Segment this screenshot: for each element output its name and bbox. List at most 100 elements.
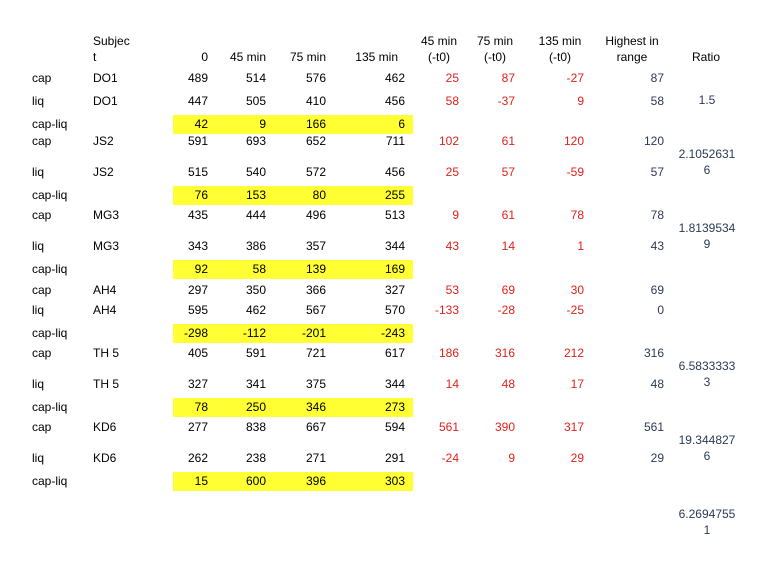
highlight-band (173, 472, 413, 491)
ratio-value: 6.2694755 1 (678, 507, 736, 537)
header-t135: 135 min (355, 50, 398, 64)
cell-label: cap-liq (32, 400, 68, 414)
cell-v0: 591 (187, 134, 208, 148)
cell-v75: 346 (305, 400, 326, 414)
cell-d45: 9 (452, 208, 459, 222)
cell-v75: 166 (305, 117, 326, 131)
cell-label: liq (32, 239, 45, 253)
ratio-value: 6.5833333 3 (678, 359, 736, 389)
cell-subject: DO1 (93, 94, 118, 108)
cell-v135: 291 (384, 451, 405, 465)
cell-d45: -24 (441, 451, 459, 465)
ratio-value: 1.5 (698, 93, 716, 107)
cell-label: cap (32, 420, 52, 434)
cell-v0: 435 (187, 208, 208, 222)
cell-d45: -133 (434, 303, 459, 317)
header-t0: 0 (201, 50, 208, 64)
cell-highest: 58 (650, 94, 664, 108)
cell-d45: 53 (445, 283, 459, 297)
cell-d135: -25 (566, 303, 584, 317)
cell-label: cap-liq (32, 188, 68, 202)
cell-d45: 25 (445, 71, 459, 85)
cell-v0: -298 (183, 326, 208, 340)
cell-d75: 69 (501, 283, 515, 297)
cell-v0: 595 (187, 303, 208, 317)
cell-subject: TH 5 (93, 377, 120, 391)
cell-d135: 17 (570, 377, 584, 391)
cell-v45: -112 (242, 326, 266, 340)
cell-v135: 711 (385, 134, 405, 148)
cell-d75: 87 (501, 71, 515, 85)
cell-label: cap (32, 283, 52, 297)
cell-d135: 78 (570, 208, 584, 222)
cell-d135: 1 (577, 239, 584, 253)
cell-label: liq (32, 451, 45, 465)
cell-v75: 139 (305, 262, 326, 276)
cell-subject: AH4 (93, 303, 117, 317)
cell-d135: 317 (563, 420, 584, 434)
header-subject: Subjec t (93, 34, 130, 64)
cell-v0: 515 (187, 165, 208, 179)
cell-subject: JS2 (93, 165, 114, 179)
header-t75: 75 min (289, 50, 326, 64)
cell-d135: 120 (563, 134, 584, 148)
cell-v45: 9 (259, 117, 266, 131)
cell-v0: 42 (194, 117, 208, 131)
cell-v0: 78 (194, 400, 208, 414)
cell-v135: 617 (384, 346, 405, 360)
cell-v135: 456 (384, 165, 405, 179)
cell-subject: MG3 (93, 208, 120, 222)
ratio-value: 19.344827 6 (678, 433, 736, 463)
cell-v45: 341 (245, 377, 266, 391)
cell-v45: 505 (245, 94, 266, 108)
cell-d135: 9 (577, 94, 584, 108)
cell-v45: 514 (245, 71, 266, 85)
cell-v75: 375 (305, 377, 326, 391)
cell-highest: 561 (643, 420, 664, 434)
cell-v0: 92 (194, 262, 208, 276)
cell-highest: 69 (650, 283, 664, 297)
highlight-band (173, 186, 413, 205)
cell-v75: 721 (305, 346, 326, 360)
cell-v75: 410 (305, 94, 326, 108)
cell-highest: 29 (650, 451, 664, 465)
cell-subject: MG3 (93, 239, 120, 253)
cell-v0: 15 (194, 474, 208, 488)
cell-label: liq (32, 165, 45, 179)
cell-v135: 513 (384, 208, 405, 222)
cell-d75: -37 (497, 94, 515, 108)
cell-label: cap-liq (32, 262, 68, 276)
header-d75: 75 min (-t0) (476, 34, 514, 64)
cell-d45: 25 (445, 165, 459, 179)
cell-d75: 57 (501, 165, 515, 179)
cell-v75: 366 (305, 283, 326, 297)
cell-v0: 297 (187, 283, 208, 297)
highlight-band (173, 260, 413, 279)
cell-highest: 0 (657, 303, 664, 317)
cell-d45: 102 (438, 134, 459, 148)
cell-v45: 540 (245, 165, 266, 179)
cell-v45: 250 (245, 400, 266, 414)
cell-d75: -28 (497, 303, 515, 317)
cell-v135: 462 (384, 71, 405, 85)
ratio-value: 2.1052631 6 (678, 147, 736, 177)
cell-d135: 30 (570, 283, 584, 297)
cell-v45: 386 (245, 239, 266, 253)
cell-v135: 273 (384, 400, 405, 414)
cell-highest: 87 (650, 71, 664, 85)
cell-d45: 561 (438, 420, 459, 434)
cell-label: cap (32, 71, 52, 85)
cell-v135: 594 (384, 420, 405, 434)
cell-v0: 343 (187, 239, 208, 253)
cell-v45: 838 (245, 420, 266, 434)
cell-d75: 316 (494, 346, 515, 360)
cell-v45: 600 (245, 474, 266, 488)
cell-label: cap (32, 346, 52, 360)
cell-v75: 667 (305, 420, 326, 434)
cell-d75: 14 (501, 239, 515, 253)
cell-v135: 344 (384, 377, 405, 391)
cell-v75: 652 (305, 134, 326, 148)
cell-v0: 447 (187, 94, 208, 108)
cell-d45: 43 (445, 239, 459, 253)
cell-d135: 212 (563, 346, 584, 360)
